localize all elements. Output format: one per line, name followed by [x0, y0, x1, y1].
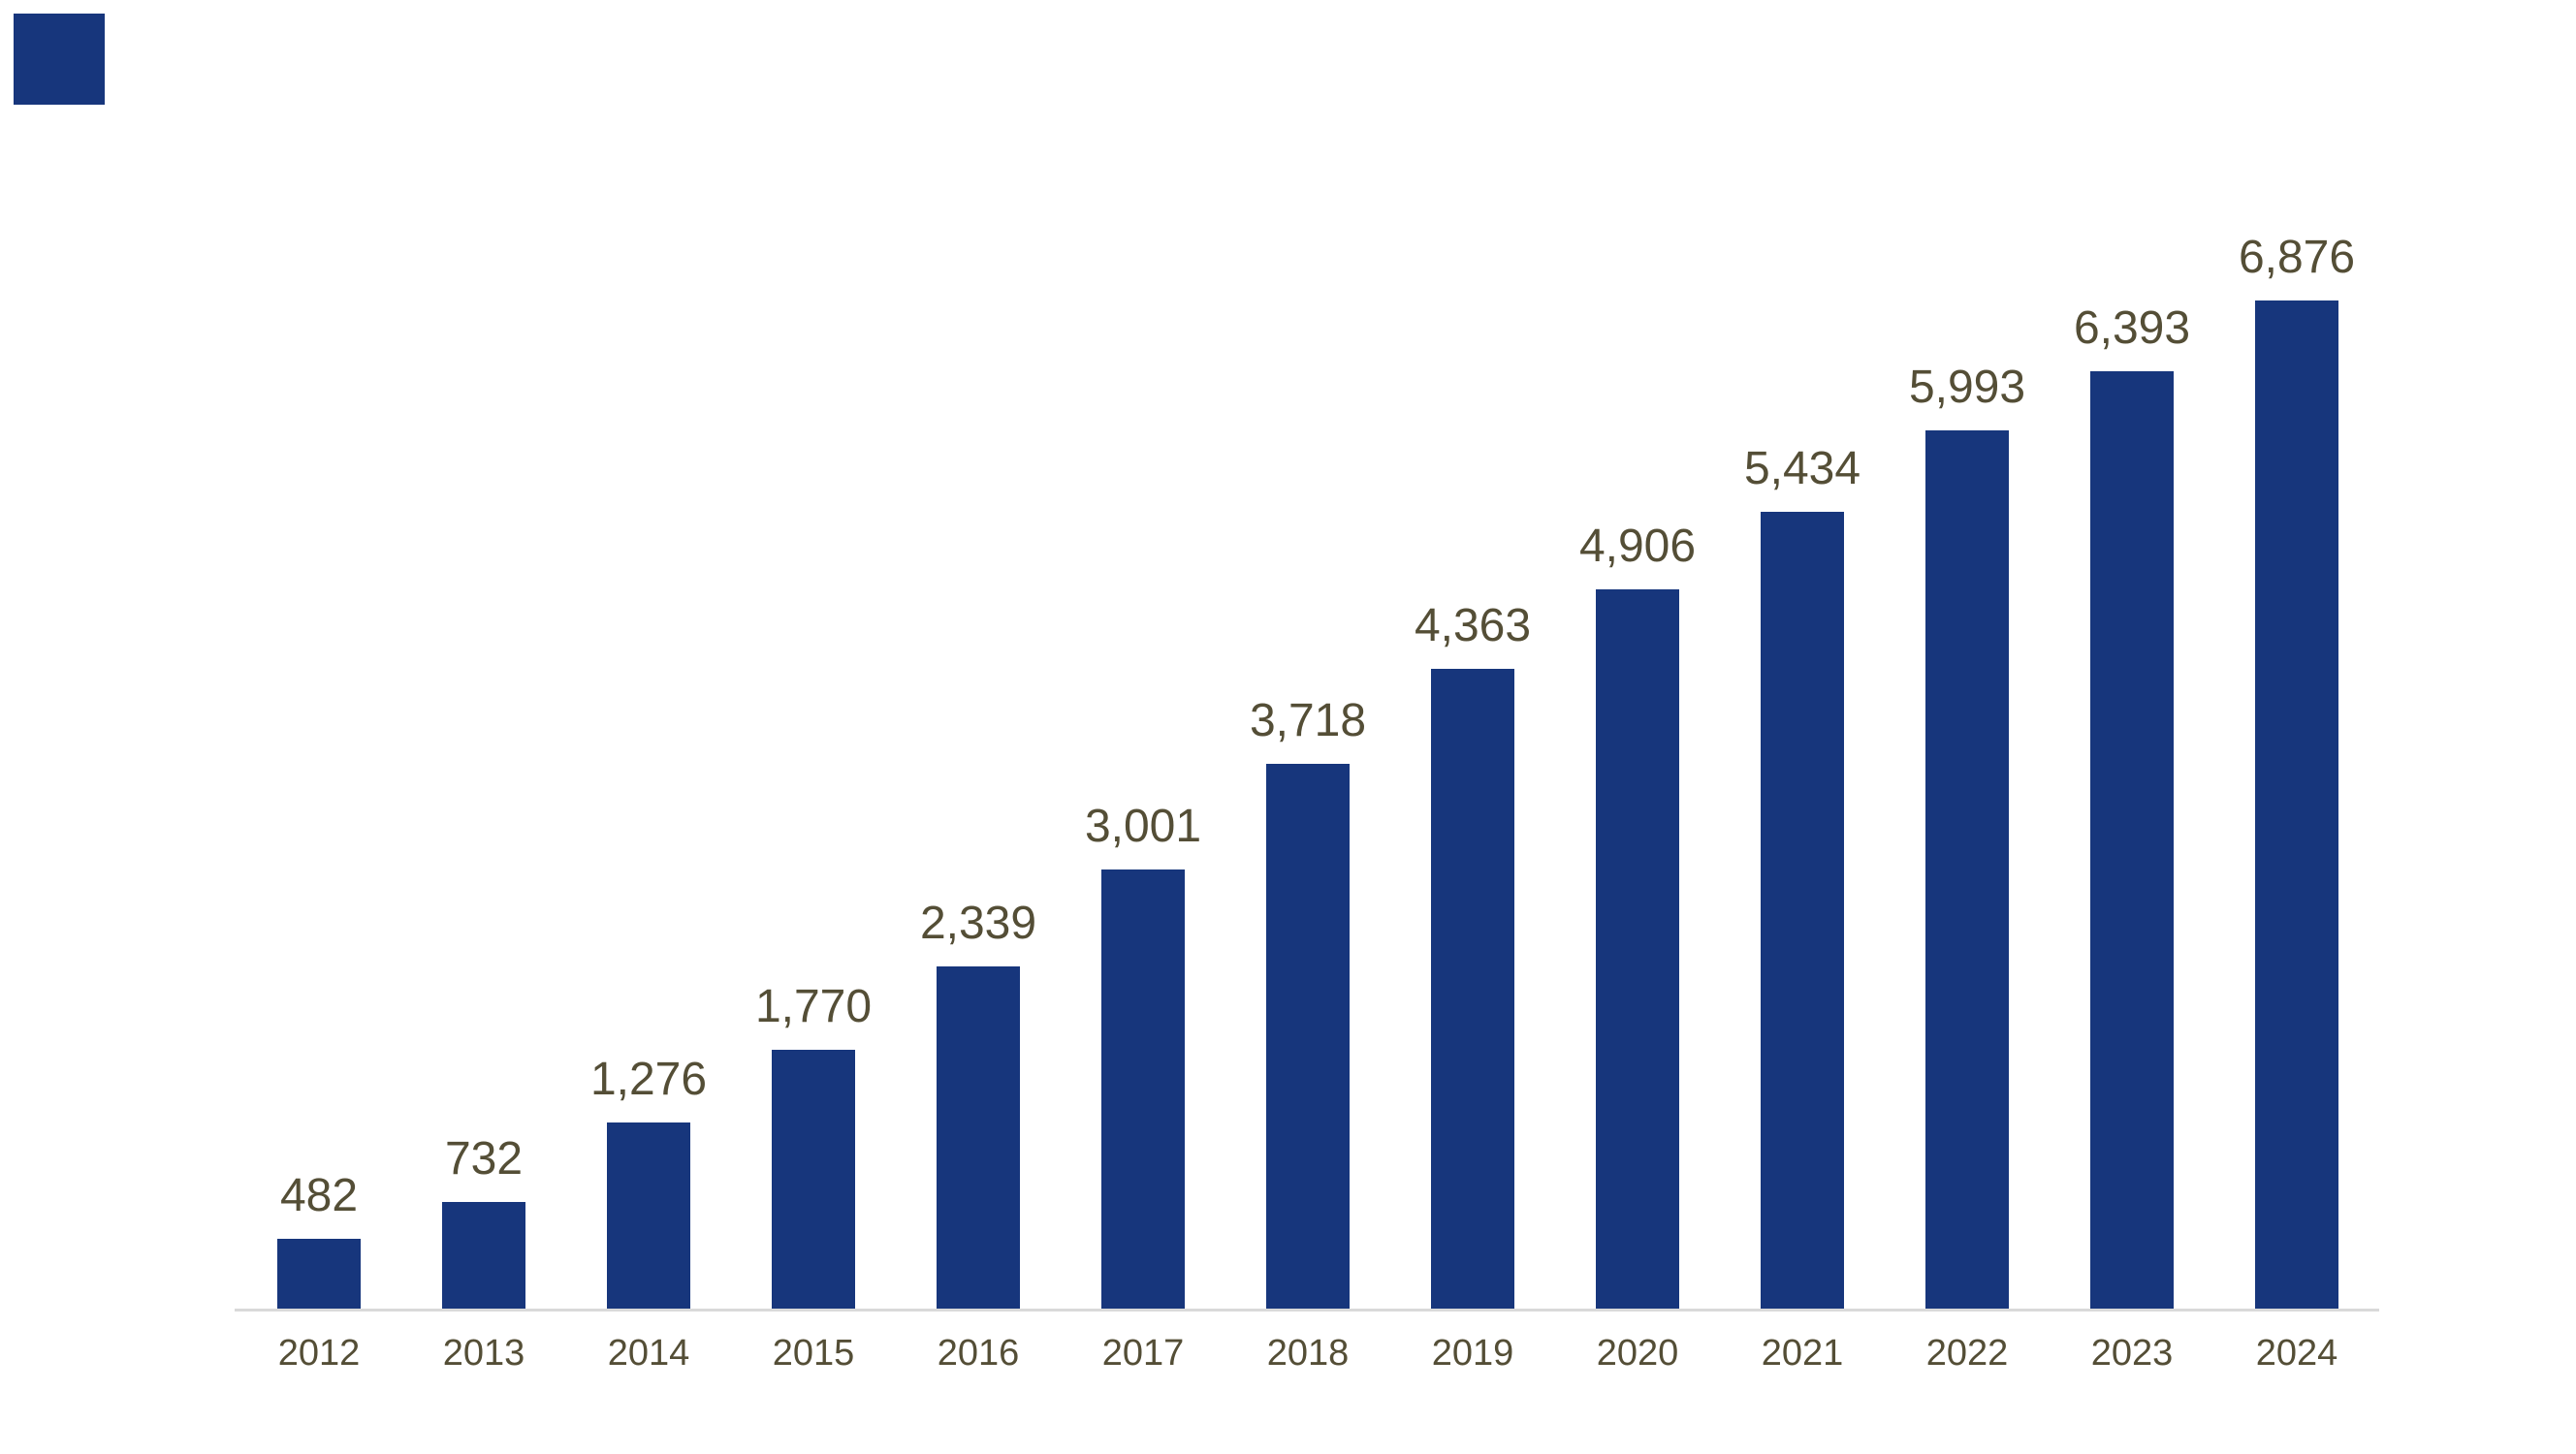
bar-2013: [442, 1202, 525, 1310]
bar-2020: [1596, 589, 1679, 1310]
value-label-2021: 5,434: [1743, 443, 1861, 494]
value-label-2015: 1,770: [754, 981, 873, 1032]
value-label-2023: 6,393: [2073, 302, 2191, 354]
value-label-2016: 2,339: [919, 898, 1037, 949]
bar-2014: [607, 1122, 690, 1310]
x-tick-label-2023: 2023: [2090, 1333, 2174, 1374]
value-label-2018: 3,718: [1249, 695, 1367, 746]
value-label-2014: 1,276: [589, 1054, 708, 1105]
x-tick-label-2013: 2013: [442, 1333, 525, 1374]
value-label-2013: 732: [444, 1133, 524, 1185]
bar-2015: [772, 1050, 855, 1310]
value-label-2020: 4,906: [1578, 521, 1697, 572]
x-tick-label-2015: 2015: [772, 1333, 855, 1374]
bar-2012: [277, 1239, 361, 1310]
x-tick-label-2020: 2020: [1596, 1333, 1679, 1374]
bar-2019: [1431, 669, 1514, 1310]
bar-2022: [1925, 430, 2009, 1310]
x-tick-label-2018: 2018: [1266, 1333, 1350, 1374]
value-label-2024: 6,876: [2238, 232, 2356, 283]
value-label-2017: 3,001: [1084, 801, 1202, 852]
x-tick-label-2017: 2017: [1101, 1333, 1185, 1374]
value-label-2019: 4,363: [1414, 600, 1532, 651]
x-tick-label-2019: 2019: [1431, 1333, 1514, 1374]
x-tick-label-2012: 2012: [277, 1333, 361, 1374]
bar-2016: [937, 966, 1020, 1310]
x-tick-label-2022: 2022: [1925, 1333, 2009, 1374]
x-tick-label-2024: 2024: [2255, 1333, 2338, 1374]
x-axis-line: [235, 1309, 2379, 1312]
bar-2024: [2255, 300, 2338, 1310]
x-tick-label-2016: 2016: [937, 1333, 1020, 1374]
x-tick-label-2014: 2014: [607, 1333, 690, 1374]
value-label-2012: 482: [279, 1170, 359, 1221]
x-tick-label-2021: 2021: [1761, 1333, 1844, 1374]
bar-2023: [2090, 371, 2174, 1310]
value-label-2022: 5,993: [1908, 362, 2026, 413]
bar-2018: [1266, 764, 1350, 1310]
bar-2017: [1101, 869, 1185, 1310]
bar-2021: [1761, 512, 1844, 1310]
brand-mark-square: [14, 14, 105, 105]
